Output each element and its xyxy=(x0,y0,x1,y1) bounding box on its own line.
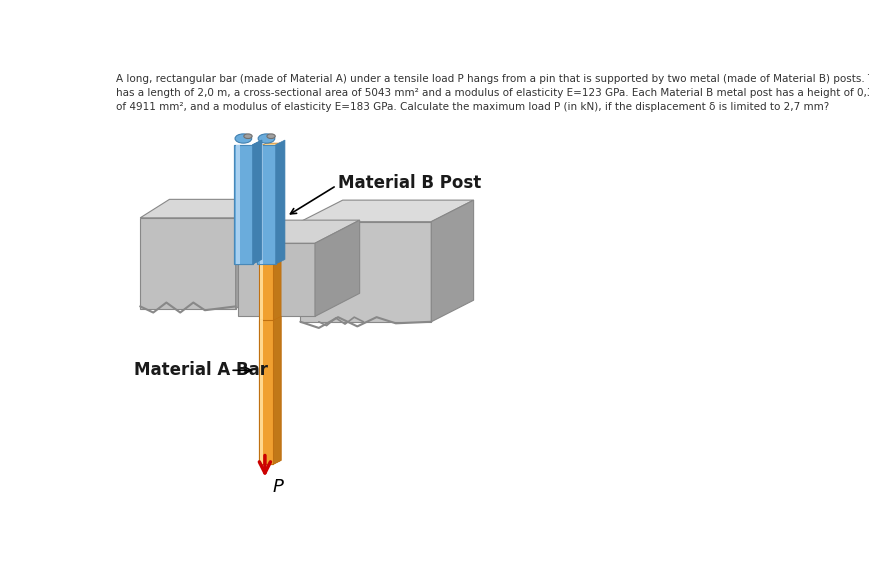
Polygon shape xyxy=(300,222,431,322)
Text: Material B Post: Material B Post xyxy=(338,174,481,192)
Text: A long, rectangular bar (made of Material A) under a tensile load P hangs from a: A long, rectangular bar (made of Materia… xyxy=(116,74,869,84)
Text: Material A Bar: Material A Bar xyxy=(134,362,268,380)
Polygon shape xyxy=(273,316,281,464)
Polygon shape xyxy=(273,143,281,464)
Polygon shape xyxy=(431,200,473,322)
Polygon shape xyxy=(140,199,265,218)
Text: has a length of 2,0 m, a cross-sectional area of 5043 mm² and a modulus of elast: has a length of 2,0 m, a cross-sectional… xyxy=(116,87,869,98)
Ellipse shape xyxy=(243,134,252,139)
Polygon shape xyxy=(238,220,359,243)
Polygon shape xyxy=(259,145,263,264)
Polygon shape xyxy=(234,145,252,264)
Ellipse shape xyxy=(267,134,275,139)
Polygon shape xyxy=(238,243,315,316)
Ellipse shape xyxy=(235,134,251,143)
Polygon shape xyxy=(140,218,235,309)
Polygon shape xyxy=(235,199,265,309)
Polygon shape xyxy=(258,143,281,147)
Polygon shape xyxy=(252,140,262,264)
Polygon shape xyxy=(260,147,263,464)
Text: P: P xyxy=(272,478,283,496)
Polygon shape xyxy=(260,320,263,464)
Polygon shape xyxy=(258,147,273,464)
Polygon shape xyxy=(315,220,359,316)
Polygon shape xyxy=(234,145,252,264)
Polygon shape xyxy=(236,145,240,264)
Polygon shape xyxy=(236,145,240,264)
Polygon shape xyxy=(252,140,262,264)
Polygon shape xyxy=(258,320,273,464)
Polygon shape xyxy=(257,145,275,264)
Polygon shape xyxy=(275,140,285,264)
Polygon shape xyxy=(300,200,473,222)
Ellipse shape xyxy=(258,134,275,143)
Text: of 4911 mm², and a modulus of elasticity E=183 GPa. Calculate the maximum load P: of 4911 mm², and a modulus of elasticity… xyxy=(116,102,828,112)
